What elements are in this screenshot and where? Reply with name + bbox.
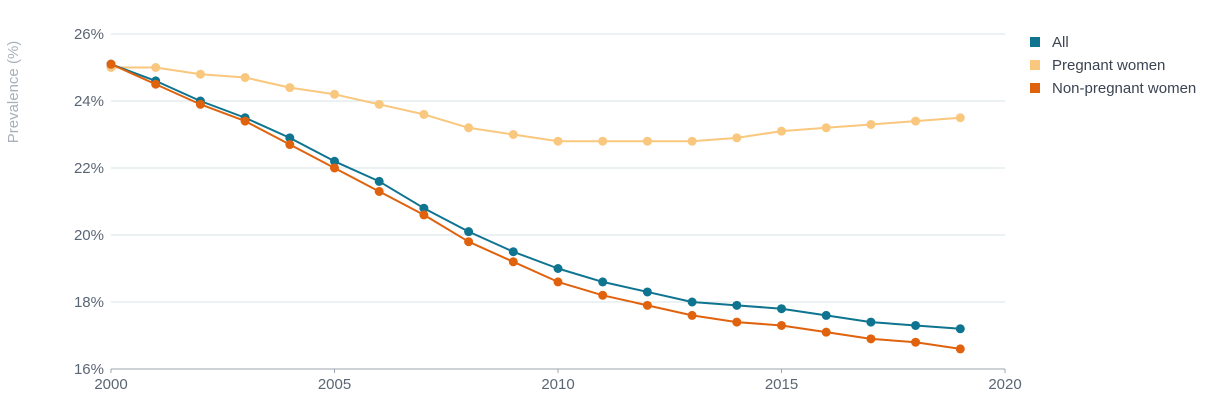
data-point-pregnant-women[interactable] [732,133,742,143]
x-tick-label: 2005 [318,376,351,393]
y-tick-label: 22% [74,160,104,177]
gridlines [111,33,1005,303]
data-point-non-pregnant-women[interactable] [642,300,652,310]
data-point-non-pregnant-women[interactable] [330,163,339,173]
series-non-pregnant-women [106,59,965,354]
legend-label: All [1052,34,1069,51]
x-tick-label: 2020 [988,376,1021,393]
data-point-pregnant-women[interactable] [642,136,652,146]
series-line-pregnant-women [110,66,962,143]
data-point-pregnant-women[interactable] [553,136,563,146]
series-lines [106,59,965,354]
data-point-all[interactable] [419,203,429,213]
data-point-pregnant-women[interactable] [151,63,161,72]
data-point-pregnant-women[interactable] [911,116,921,126]
data-point-non-pregnant-women[interactable] [240,116,250,126]
data-point-all[interactable] [285,133,295,143]
legend-item-pregnant-women[interactable]: Pregnant women [1030,57,1165,74]
data-point-non-pregnant-women[interactable] [508,257,518,267]
data-point-all[interactable] [777,304,786,314]
data-point-non-pregnant-women[interactable] [955,344,965,354]
data-point-pregnant-women[interactable] [687,136,697,146]
data-point-pregnant-women[interactable] [285,83,295,93]
data-point-pregnant-women[interactable] [777,126,786,136]
y-tick-label: 18% [74,294,104,311]
data-point-non-pregnant-women[interactable] [419,210,429,220]
series-line-all [110,63,962,330]
data-point-pregnant-women[interactable] [195,69,205,79]
data-point-non-pregnant-women[interactable] [464,237,474,247]
data-point-all[interactable] [330,156,339,166]
data-point-pregnant-women[interactable] [598,136,608,146]
data-point-all[interactable] [642,287,652,297]
axes: 16% 18% 20% 22% 24% 26% 2000 2005 2010 2015 2020 [74,26,1022,393]
data-point-pregnant-women[interactable] [419,109,429,119]
data-point-all[interactable] [374,176,384,186]
data-point-non-pregnant-women[interactable] [821,327,831,337]
data-point-pregnant-women[interactable] [955,113,965,123]
data-point-pregnant-women[interactable] [821,123,831,133]
data-point-non-pregnant-women[interactable] [732,317,742,327]
data-point-non-pregnant-women[interactable] [151,79,161,89]
data-point-pregnant-women[interactable] [374,99,384,109]
y-tick-label: 24% [74,93,104,110]
data-point-all[interactable] [464,227,474,237]
x-tick-label: 2000 [94,376,127,393]
data-point-pregnant-women[interactable] [508,130,518,139]
x-tick-label: 2015 [765,376,798,393]
legend: All Pregnant women Non-pregnant women [1030,34,1196,97]
legend-swatch [1030,60,1040,70]
data-point-non-pregnant-women[interactable] [374,186,384,196]
data-point-all[interactable] [911,320,921,330]
legend-item-all[interactable]: All [1030,34,1069,51]
data-point-non-pregnant-women[interactable] [553,277,563,287]
data-point-all[interactable] [955,324,965,334]
data-point-non-pregnant-women[interactable] [195,99,205,109]
legend-swatch [1030,83,1040,93]
data-point-non-pregnant-women[interactable] [285,140,295,150]
data-point-non-pregnant-women[interactable] [777,320,786,330]
legend-item-non-pregnant-women[interactable]: Non-pregnant women [1030,80,1196,97]
legend-swatch [1030,37,1040,47]
y-tick-label: 20% [74,227,104,244]
data-point-all[interactable] [508,247,518,257]
x-tick-label: 2010 [541,376,574,393]
series-line-non-pregnant-women [110,63,962,350]
data-point-pregnant-women[interactable] [464,123,474,133]
legend-label: Pregnant women [1052,57,1165,74]
series-pregnant-women [106,63,965,146]
data-point-non-pregnant-women[interactable] [687,310,697,320]
data-point-all[interactable] [687,297,697,307]
data-point-pregnant-women[interactable] [866,119,876,129]
series-all [106,59,965,334]
data-point-non-pregnant-women[interactable] [106,59,116,69]
data-point-pregnant-women[interactable] [240,73,250,83]
data-point-all[interactable] [598,277,608,287]
y-tick-label: 16% [74,361,104,378]
y-tick-label: 26% [74,26,104,43]
data-point-all[interactable] [553,264,563,273]
data-point-non-pregnant-women[interactable] [598,290,608,300]
data-point-all[interactable] [821,310,831,320]
data-point-non-pregnant-women[interactable] [911,337,921,347]
data-point-all[interactable] [732,300,742,310]
legend-label: Non-pregnant women [1052,80,1196,97]
data-point-all[interactable] [866,317,876,327]
y-axis-label: Prevalence (%) [5,41,22,144]
data-point-pregnant-women[interactable] [330,89,339,99]
data-point-non-pregnant-women[interactable] [866,334,876,344]
